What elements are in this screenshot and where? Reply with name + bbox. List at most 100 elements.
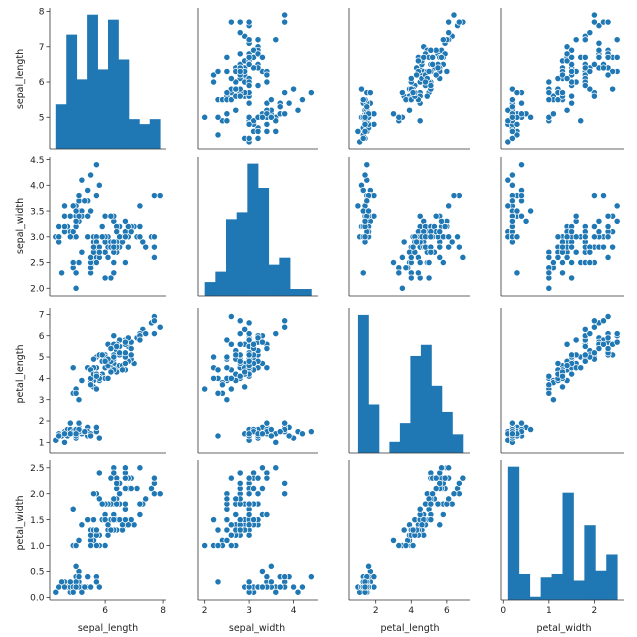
scatter-point <box>390 259 397 266</box>
scatter-point <box>590 233 598 241</box>
scatter-point <box>210 78 218 86</box>
scatter-point <box>402 542 410 550</box>
scatter-point <box>559 89 566 97</box>
scatter-point <box>90 516 97 524</box>
hist-bar <box>529 596 542 600</box>
scatter-point <box>572 233 580 241</box>
scatter-point <box>586 248 594 256</box>
scatter-point <box>69 202 77 210</box>
scatter-point <box>92 423 100 431</box>
scatter-point <box>58 269 66 277</box>
scatter-point <box>75 536 83 544</box>
scatter-point <box>121 233 129 241</box>
scatter-point <box>595 217 603 225</box>
scatter-point <box>609 67 617 75</box>
scatter-point <box>121 259 129 266</box>
scatter-point <box>52 588 60 596</box>
scatter-point <box>232 78 240 86</box>
scatter-point <box>245 578 253 586</box>
scatter-point <box>600 64 607 72</box>
scatter-point <box>361 217 369 225</box>
scatter-point <box>254 490 262 498</box>
scatter-point <box>581 36 589 44</box>
y-tick-label: 4 <box>39 375 45 385</box>
scatter-point <box>245 82 253 90</box>
panel-sepal-length-vs-sepal-width <box>197 8 318 150</box>
scatter-point <box>121 474 129 482</box>
scatter-point <box>75 192 83 200</box>
scatter-point <box>150 243 158 251</box>
x-tick-label: 8 <box>160 606 166 616</box>
hist-bar <box>268 264 280 296</box>
hist-bar <box>441 411 453 453</box>
scatter-point <box>245 134 253 142</box>
scatter-point <box>281 110 289 118</box>
hist-bar <box>518 573 531 600</box>
scatter-point <box>409 243 417 251</box>
scatter-point <box>504 202 512 210</box>
scatter-point <box>136 223 144 230</box>
scatter-point <box>236 469 244 477</box>
scatter-point <box>281 323 289 331</box>
scatter-point <box>78 176 86 184</box>
scatter-point <box>61 430 68 438</box>
scatter-point <box>361 233 369 241</box>
scatter-point <box>581 351 589 359</box>
scatter-point <box>572 248 580 256</box>
hist-bar <box>551 573 563 600</box>
scatter-point <box>563 43 571 51</box>
scatter-point <box>359 269 367 277</box>
scatter-point <box>513 207 521 215</box>
scatter-point <box>101 357 109 365</box>
scatter-point <box>263 364 271 372</box>
scatter-point <box>504 176 512 184</box>
scatter-point <box>436 253 444 261</box>
scatter-point <box>227 521 235 529</box>
scatter-point <box>613 338 621 346</box>
scatter-point <box>78 248 86 256</box>
scatter-point <box>214 366 222 374</box>
scatter-point <box>124 521 132 529</box>
y-tick-label: 7 <box>39 43 45 53</box>
scatter-point <box>121 516 129 524</box>
scatter-point <box>443 67 451 75</box>
scatter-point <box>361 583 369 591</box>
scatter-point <box>604 223 612 230</box>
scatter-point <box>398 253 406 261</box>
scatter-point <box>133 485 141 492</box>
scatter-point <box>258 583 266 591</box>
scatter-point <box>116 233 124 241</box>
scatter-point <box>81 197 89 205</box>
scatter-point <box>92 542 100 550</box>
panel-petal-length-vs-petal-width <box>500 308 624 454</box>
scatter-point <box>361 171 369 179</box>
scatter-point <box>263 78 271 86</box>
scatter-point <box>459 253 467 261</box>
scatter-point <box>568 78 576 86</box>
scatter-point <box>92 578 100 586</box>
scatter-point <box>227 531 235 539</box>
hist-bar <box>97 69 109 149</box>
scatter-point <box>407 274 415 282</box>
scatter-point <box>600 340 607 348</box>
scatter-point <box>272 464 280 472</box>
scatter-point <box>604 212 612 220</box>
scatter-point <box>294 106 302 114</box>
panel-sepal-width-vs-petal-width <box>500 157 624 297</box>
scatter-point <box>568 53 576 61</box>
scatter-point <box>595 39 603 47</box>
y-tick-label: 1 <box>39 439 45 449</box>
scatter-point <box>250 485 258 492</box>
scatter-point <box>513 131 521 139</box>
scatter-point <box>55 223 63 230</box>
scatter-point <box>427 500 435 508</box>
scatter-point <box>568 46 576 54</box>
scatter-point <box>236 317 244 325</box>
scatter-point <box>245 53 253 61</box>
hist-bar <box>279 257 291 296</box>
scatter-point <box>236 357 244 365</box>
scatter-point <box>604 71 612 79</box>
scatter-point <box>358 85 365 93</box>
scatter-point <box>223 516 231 524</box>
scatter-point <box>402 264 410 272</box>
